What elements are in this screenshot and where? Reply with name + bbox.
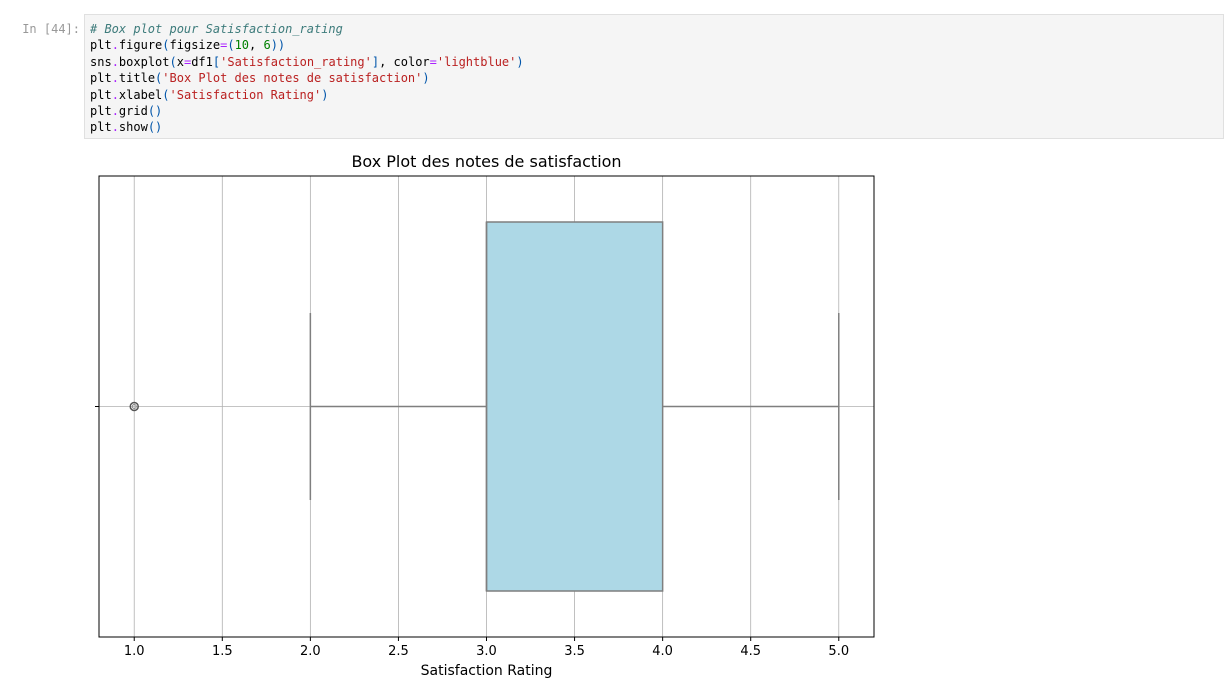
code-token: ( bbox=[155, 71, 163, 86]
code-token: plt bbox=[90, 103, 112, 118]
code-editor[interactable]: # Box plot pour Satisfaction_rating plt.f… bbox=[84, 14, 1224, 139]
cell-prompt: In [44]: bbox=[22, 22, 80, 36]
code-token: [ bbox=[212, 54, 221, 69]
code-token: () bbox=[147, 120, 163, 135]
code-token: . bbox=[111, 120, 119, 135]
x-tick-label: 3.0 bbox=[476, 644, 497, 659]
code-token: , bbox=[379, 54, 394, 69]
code-line: sns.boxplot(x=df1['Satisfaction_rating']… bbox=[90, 54, 1223, 70]
x-tick-label: 1.0 bbox=[124, 644, 145, 659]
code-token: plt bbox=[90, 120, 112, 135]
code-token: 'Satisfaction Rating' bbox=[169, 87, 322, 102]
code-token: figure bbox=[118, 38, 163, 53]
code-token: . bbox=[111, 87, 119, 102]
code-token: = bbox=[220, 38, 228, 53]
x-tick-label: 3.5 bbox=[564, 644, 585, 659]
code-token: color bbox=[393, 54, 430, 69]
code-token: . bbox=[111, 71, 119, 86]
x-tick-label: 4.0 bbox=[652, 644, 673, 659]
outlier-point bbox=[129, 401, 139, 412]
code-line: plt.title('Box Plot des notes de satisfa… bbox=[90, 70, 1223, 86]
code-token: title bbox=[118, 71, 156, 86]
code-token: 6 bbox=[263, 38, 271, 53]
code-token: sns bbox=[90, 54, 112, 69]
code-token: df1 bbox=[191, 54, 213, 69]
code-token: )) bbox=[270, 38, 286, 53]
code-token: ( bbox=[162, 38, 170, 53]
code-token: ] bbox=[371, 54, 380, 69]
chart-title: Box Plot des notes de satisfaction bbox=[351, 152, 621, 171]
code-token: plt bbox=[90, 87, 112, 102]
code-token: xlabel bbox=[118, 87, 163, 102]
code-token: plt bbox=[90, 38, 112, 53]
code-token: x bbox=[176, 54, 184, 69]
cell-output: 1.0 1.5 2.0 2.5 3.0 3.5 4.0 4.5 5.0 Box Plot des … bbox=[84, 148, 884, 688]
code-token: 'Satisfaction_rating' bbox=[220, 54, 372, 69]
code-token: show bbox=[118, 120, 148, 135]
code-line: # Box plot pour Satisfaction_rating bbox=[90, 21, 1223, 37]
x-tick-label: 2.5 bbox=[388, 644, 409, 659]
code-token: ) bbox=[516, 54, 524, 69]
x-tick-label: 4.5 bbox=[740, 644, 761, 659]
code-token: boxplot bbox=[118, 54, 170, 69]
code-token: grid bbox=[118, 103, 148, 118]
x-tick-label: 2.0 bbox=[300, 644, 321, 659]
code-token: . bbox=[111, 54, 119, 69]
code-token: # Box plot pour Satisfaction_rating bbox=[90, 22, 343, 36]
code-token: , bbox=[249, 38, 264, 53]
code-line: plt.figure(figsize=(10, 6)) bbox=[90, 37, 1223, 53]
code-token: plt bbox=[90, 71, 112, 86]
boxplot-chart: 1.0 1.5 2.0 2.5 3.0 3.5 4.0 4.5 5.0 Box Plot des … bbox=[95, 152, 875, 679]
code-line: plt.show() bbox=[90, 119, 1223, 135]
code-token: = bbox=[183, 54, 192, 69]
code-token: 'Box Plot des notes de satisfaction' bbox=[162, 71, 423, 86]
code-line: plt.xlabel('Satisfaction Rating') bbox=[90, 87, 1223, 103]
x-axis-label: Satisfaction Rating bbox=[421, 663, 553, 679]
code-line: plt.grid() bbox=[90, 103, 1223, 119]
code-token: ( bbox=[227, 38, 235, 53]
code-token: figsize bbox=[169, 38, 221, 53]
code-token: . bbox=[111, 103, 119, 118]
code-token: ) bbox=[321, 87, 329, 102]
x-tick-label: 5.0 bbox=[828, 644, 849, 659]
x-tick-label: 1.5 bbox=[212, 644, 233, 659]
outlier-point-inner bbox=[131, 404, 137, 409]
code-token: ( bbox=[162, 87, 170, 102]
code-token: 10 bbox=[234, 38, 250, 53]
code-token: . bbox=[111, 38, 119, 53]
code-token: ( bbox=[169, 54, 177, 69]
code-token: ) bbox=[422, 71, 430, 86]
code-token: 'lightblue' bbox=[436, 54, 517, 69]
box-iqr bbox=[485, 221, 664, 592]
code-token: = bbox=[429, 54, 437, 69]
code-token: () bbox=[147, 103, 163, 118]
